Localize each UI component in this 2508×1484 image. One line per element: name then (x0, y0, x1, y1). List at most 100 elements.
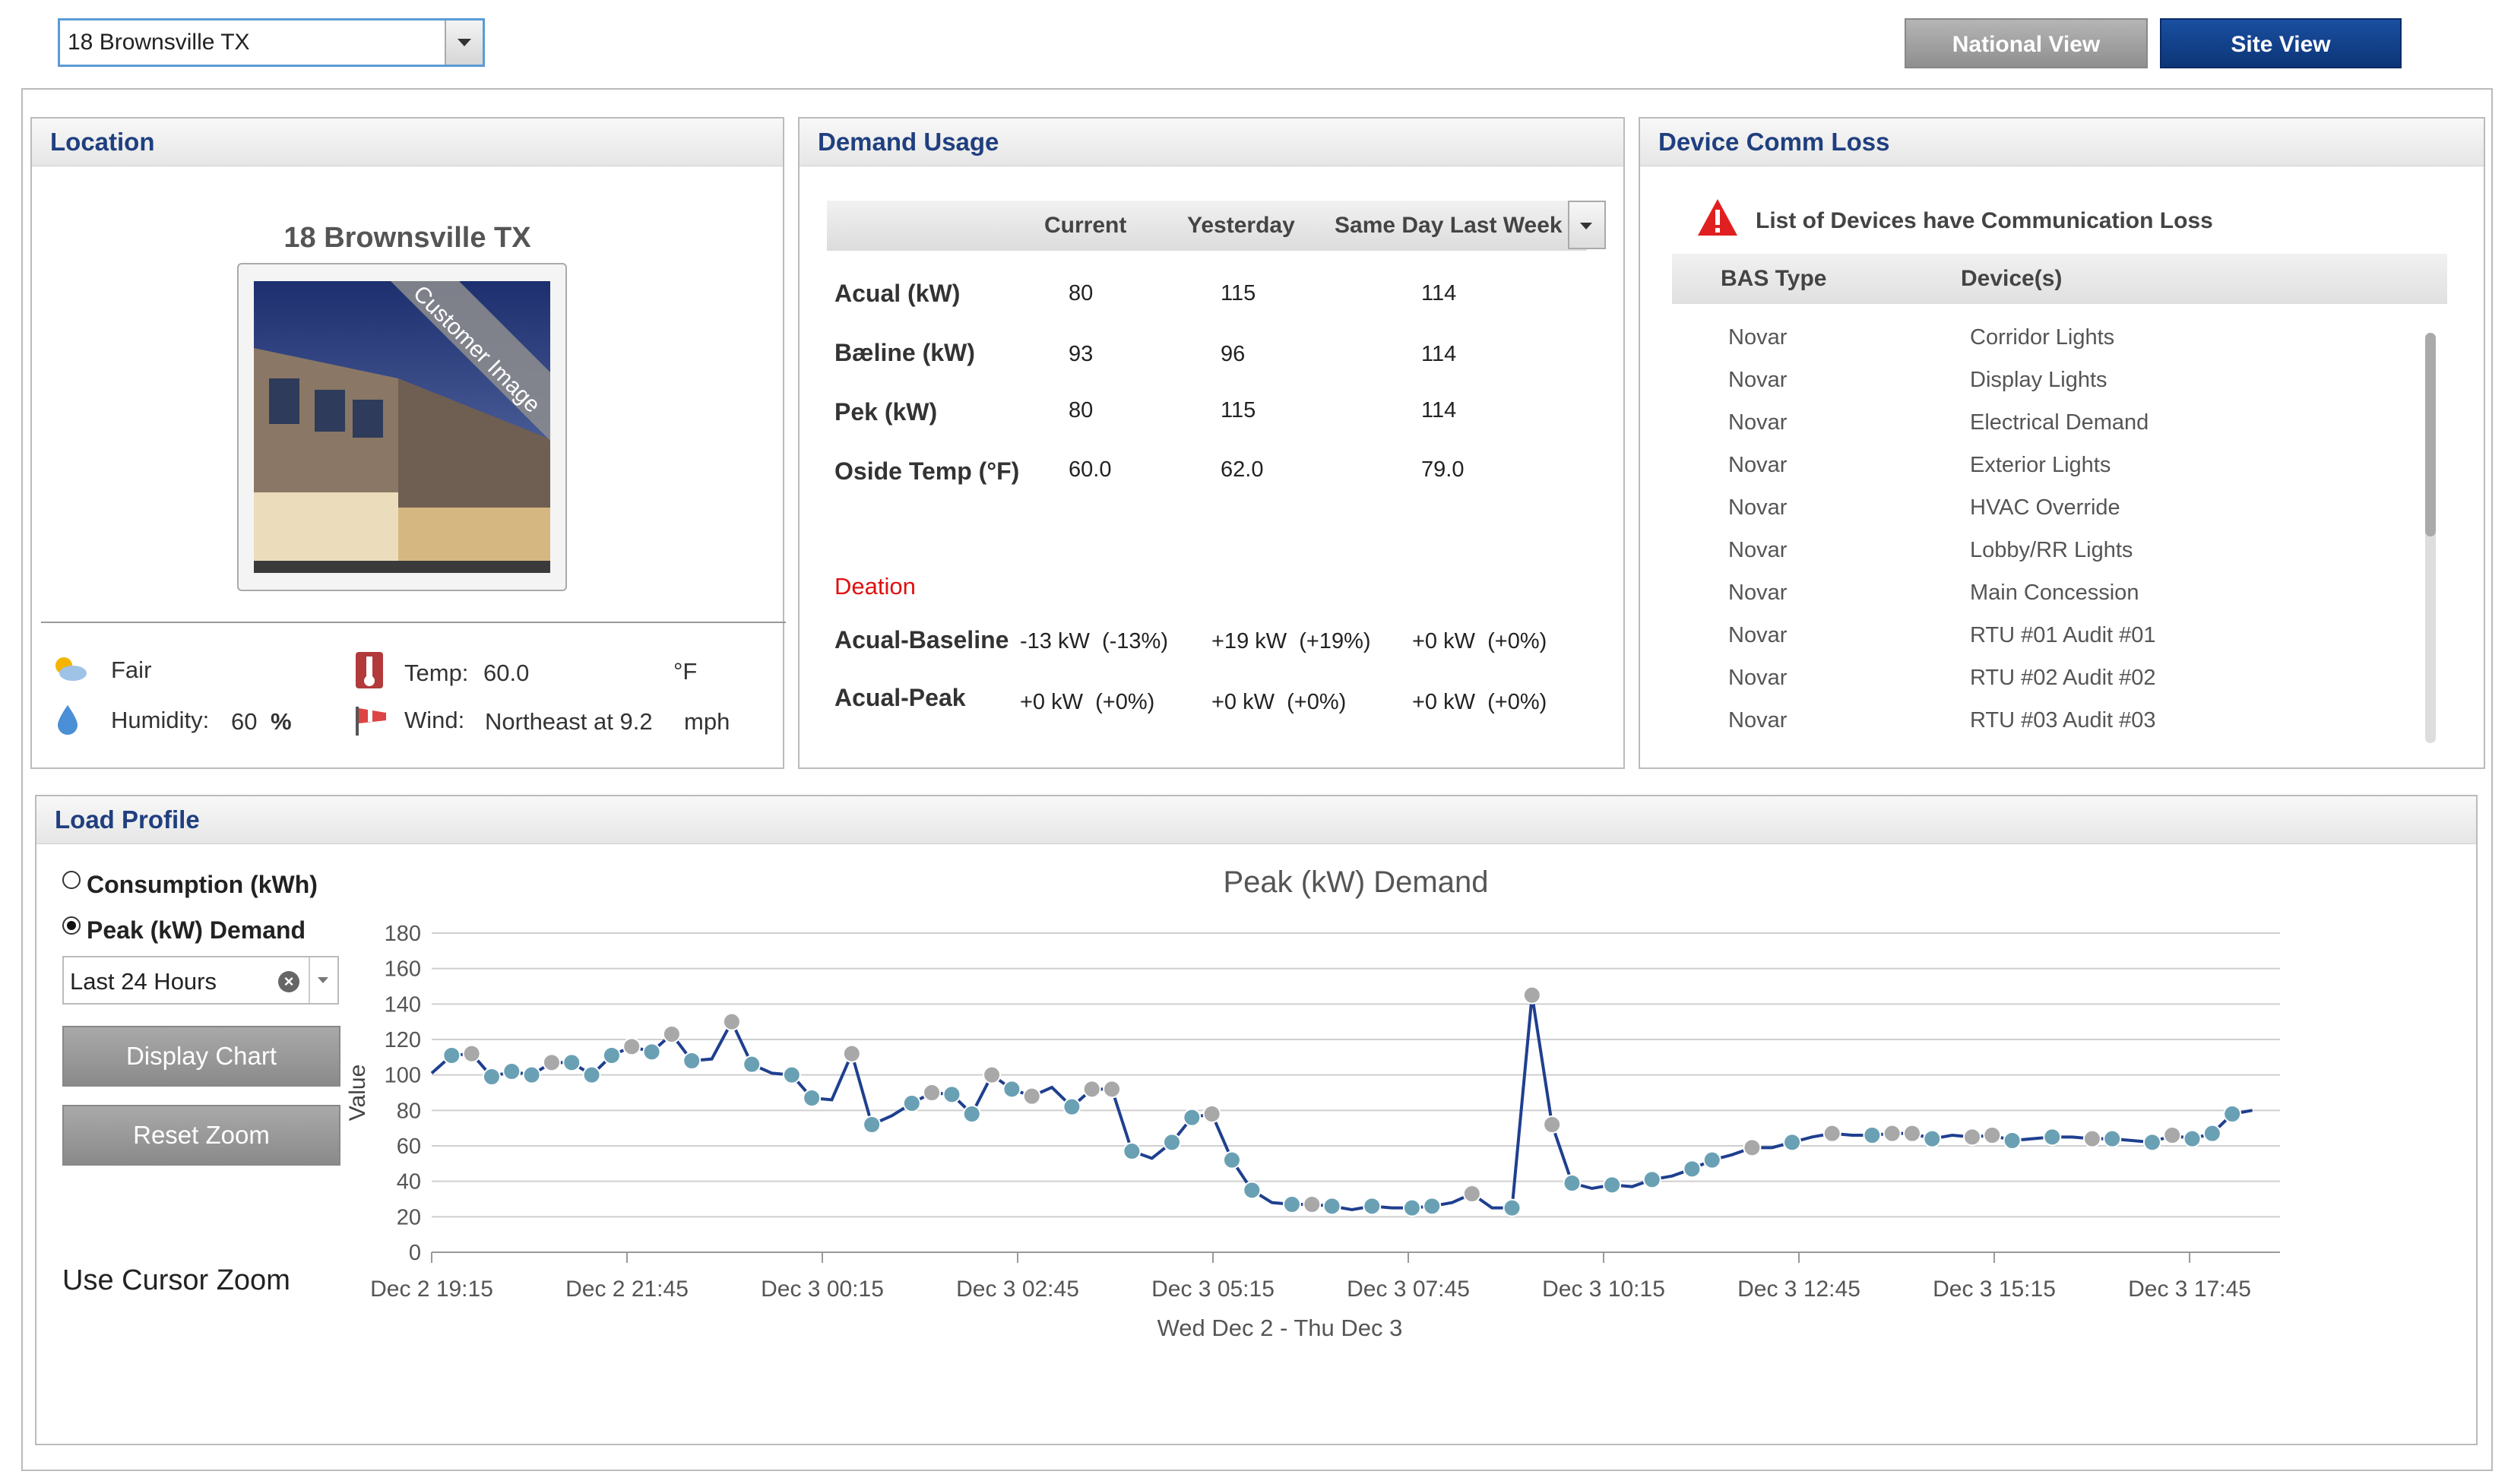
data-point[interactable] (902, 1094, 921, 1112)
consumption-radio[interactable] (62, 871, 81, 889)
device-list-scrollbar[interactable] (2425, 333, 2436, 743)
location-panel-header: Location (32, 119, 783, 166)
data-point[interactable] (542, 1053, 561, 1072)
site-select[interactable]: 18 Brownsville TX (58, 18, 485, 67)
data-point[interactable] (863, 1115, 882, 1134)
data-point[interactable] (722, 1012, 741, 1031)
site-view-button[interactable]: Site View (2160, 18, 2402, 68)
data-point[interactable] (1683, 1160, 1702, 1179)
data-point[interactable] (842, 1044, 861, 1063)
data-point[interactable] (2043, 1128, 2062, 1147)
row-label: Bæline (kW) (834, 339, 975, 366)
device-name: Main Concession (1970, 581, 2139, 605)
device-type: Novar (1728, 708, 1788, 733)
data-point[interactable] (983, 1065, 1002, 1084)
data-point[interactable] (2183, 1129, 2202, 1148)
chevron-down-icon[interactable] (1568, 201, 1606, 249)
data-point[interactable] (1303, 1195, 1322, 1213)
data-point[interactable] (1863, 1126, 1882, 1144)
data-point[interactable] (1822, 1124, 1841, 1143)
data-point[interactable] (1603, 1175, 1622, 1194)
scrollbar-thumb[interactable] (2425, 333, 2436, 536)
data-point[interactable] (1702, 1150, 1721, 1169)
national-view-button[interactable]: National View (1905, 18, 2148, 68)
data-point[interactable] (1903, 1124, 1922, 1143)
data-point[interactable] (962, 1105, 981, 1123)
x-tick-label: Dec 2 19:15 (370, 1277, 493, 1302)
data-point[interactable] (1783, 1133, 1802, 1152)
time-range-value: Last 24 Hours (70, 968, 217, 995)
data-point[interactable] (2163, 1126, 2182, 1144)
data-point[interactable] (502, 1062, 521, 1081)
row-value: 114 (1421, 398, 1457, 422)
data-point[interactable] (1462, 1185, 1481, 1203)
device-type: Novar (1728, 325, 1788, 350)
data-point[interactable] (682, 1052, 701, 1070)
data-point[interactable] (1183, 1108, 1202, 1127)
data-point[interactable] (462, 1044, 481, 1063)
data-point[interactable] (2003, 1131, 2022, 1150)
data-point[interactable] (2202, 1124, 2221, 1143)
reset-zoom-button[interactable]: Reset Zoom (62, 1105, 340, 1166)
row-value: 60.0 (1069, 457, 1112, 482)
clear-icon[interactable]: × (278, 971, 299, 992)
display-chart-button[interactable]: Display Chart (62, 1026, 340, 1087)
data-point[interactable] (1923, 1129, 1942, 1148)
data-point[interactable] (2103, 1129, 2122, 1148)
data-point[interactable] (1503, 1198, 1522, 1217)
data-point[interactable] (2082, 1129, 2101, 1148)
data-point[interactable] (2223, 1105, 2242, 1123)
data-point[interactable] (1983, 1126, 2002, 1144)
data-point[interactable] (1423, 1197, 1442, 1216)
data-point[interactable] (522, 1065, 541, 1084)
data-point[interactable] (1402, 1198, 1421, 1217)
data-point[interactable] (923, 1084, 942, 1102)
data-point[interactable] (1743, 1138, 1762, 1157)
data-point[interactable] (1883, 1124, 1902, 1143)
data-point[interactable] (1062, 1097, 1081, 1116)
data-point[interactable] (942, 1085, 961, 1104)
data-point[interactable] (743, 1055, 762, 1074)
data-point[interactable] (1563, 1174, 1582, 1192)
data-point[interactable] (782, 1065, 801, 1084)
data-point[interactable] (1962, 1128, 1981, 1147)
data-point[interactable] (1322, 1197, 1341, 1216)
data-point[interactable] (642, 1043, 661, 1062)
data-point[interactable] (442, 1046, 461, 1065)
data-point[interactable] (582, 1065, 601, 1084)
dev-row-value: +0 kW (+0%) (1020, 690, 1155, 714)
data-point[interactable] (1282, 1195, 1301, 1213)
data-point[interactable] (662, 1025, 681, 1043)
time-range-select[interactable]: Last 24 Hours × (62, 956, 339, 1005)
data-point[interactable] (622, 1037, 641, 1056)
consumption-radio-label[interactable]: Consumption (kWh) (87, 871, 318, 898)
data-point[interactable] (562, 1053, 581, 1072)
data-point[interactable] (1022, 1087, 1041, 1106)
data-point[interactable] (1642, 1170, 1661, 1189)
data-point[interactable] (1543, 1115, 1562, 1134)
data-point[interactable] (1522, 986, 1541, 1005)
device-name: Electrical Demand (1970, 410, 2149, 435)
data-point[interactable] (1103, 1080, 1122, 1099)
data-point[interactable] (1123, 1142, 1142, 1160)
data-point[interactable] (602, 1046, 621, 1065)
peak-demand-chart[interactable]: Peak (kW) Demand 0 20 40 60 80 100 120 140 160 180… (334, 859, 2341, 1360)
data-point[interactable] (803, 1089, 822, 1107)
data-point[interactable] (1202, 1105, 1221, 1123)
data-point[interactable] (2142, 1133, 2161, 1152)
data-point[interactable] (1243, 1181, 1262, 1200)
dashboard-frame (21, 88, 2493, 1471)
peak-demand-radio-label[interactable]: Peak (kW) Demand (87, 916, 306, 944)
data-point[interactable] (482, 1068, 501, 1086)
data-point[interactable] (1363, 1197, 1382, 1216)
data-point[interactable] (1082, 1080, 1101, 1099)
wind-value: Northeast at 9.2 (485, 708, 653, 735)
col-period-select[interactable]: Same Day Last Week (1335, 213, 1563, 238)
col-bas-type: BAS Type (1721, 266, 1827, 291)
chevron-down-icon[interactable] (445, 21, 483, 65)
data-point[interactable] (1163, 1133, 1182, 1152)
chevron-down-icon[interactable] (309, 957, 337, 1003)
data-point[interactable] (1002, 1080, 1021, 1099)
peak-demand-radio[interactable] (62, 916, 81, 935)
data-point[interactable] (1222, 1150, 1241, 1169)
